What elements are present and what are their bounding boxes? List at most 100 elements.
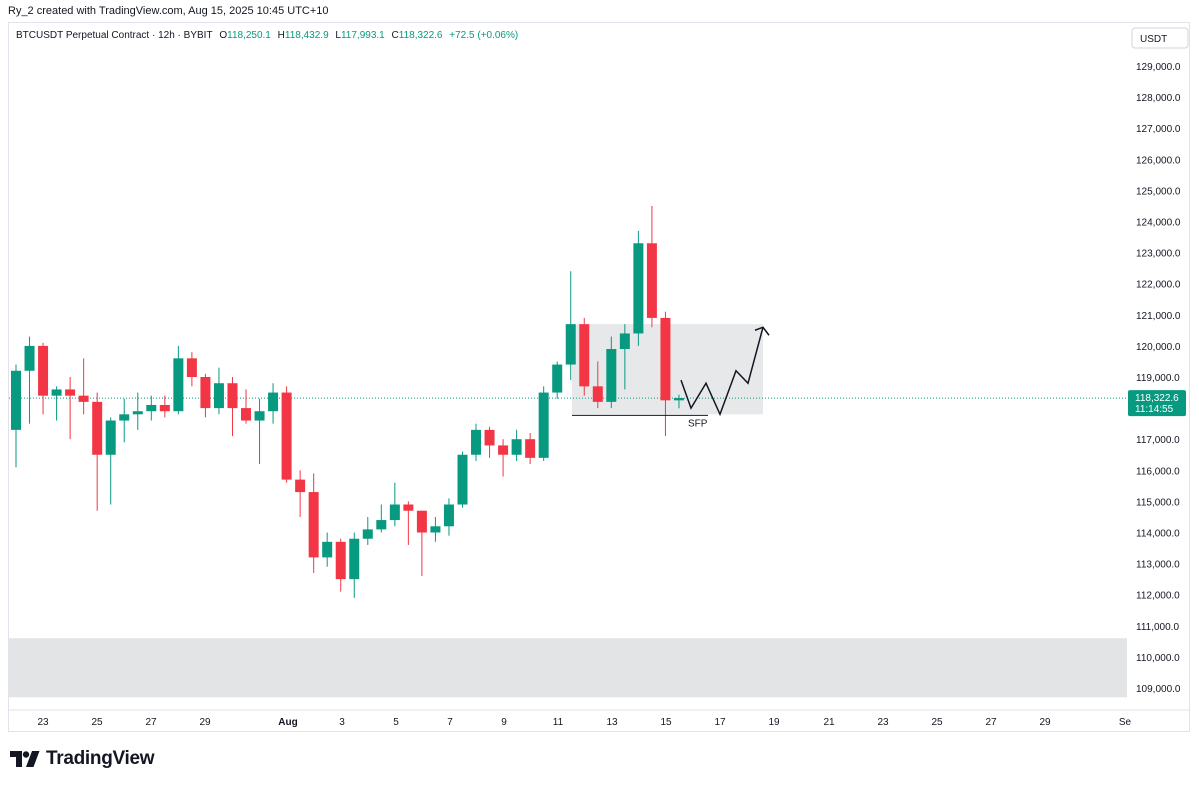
price-tick-label: 112,000.0 [1136,591,1180,602]
candle-body [471,429,482,455]
candle [471,423,482,461]
candle [159,395,170,418]
candle-body [565,324,576,365]
time-tick-label: 27 [985,717,997,728]
candle-body [592,386,603,402]
candle-body [295,479,306,493]
candle-body [78,395,89,402]
candle [322,532,333,567]
time-tick-label: 9 [501,717,507,728]
tradingview-logo-icon [10,751,40,767]
last-price-value: 118,322.6 [1135,393,1179,404]
candle [646,205,657,328]
price-tick-label: 128,000.0 [1136,93,1181,104]
price-tick-label: 113,000.0 [1136,560,1180,571]
candle-body [525,439,536,458]
candle-body [241,408,252,421]
candle [254,398,265,465]
candle-body [579,324,590,387]
candle-body [51,389,62,396]
candle [78,358,89,415]
candle [511,429,522,461]
time-tick-label: 3 [339,717,345,728]
candle [525,432,536,465]
candle [295,470,306,517]
candle-body [376,520,387,530]
candle-body [443,504,454,527]
candle [268,383,279,424]
candle [403,501,414,545]
price-tick-label: 117,000.0 [1136,435,1180,446]
candle-body [268,392,279,412]
candle [673,394,684,409]
candle-body [538,392,549,458]
candle [619,324,630,390]
time-tick-label: 7 [447,717,453,728]
time-axis: 23 25 27 29 Aug 3 5 7 9 11 13 15 17 19 21 23 25 27 29 Se [9,709,1189,728]
legend-open: 118,250.1 [227,30,271,41]
time-tick-label: 29 [1039,717,1051,728]
candle-body [119,414,130,421]
candle [457,451,468,508]
chart-frame [8,22,1190,732]
candle [606,336,617,409]
time-tick-label: 23 [877,717,889,728]
candle-body [606,349,617,402]
candle-body [322,541,333,558]
candle-body [430,526,441,533]
price-tick-label: 116,000.0 [1136,466,1180,477]
candle [281,386,292,483]
time-tick-label: 19 [768,717,780,728]
candle [660,311,671,437]
candle-body [673,398,684,401]
drawings: SFP [572,326,770,429]
candle-body [146,404,157,412]
candle-body [173,358,184,412]
candle [430,516,441,542]
candle [362,516,373,545]
candle-body [65,389,76,396]
time-tick-label: 11 [553,717,564,728]
tradingview-logo[interactable]: TradingView [10,748,155,770]
candle [552,361,563,399]
price-tick-label: 125,000.0 [1136,186,1181,197]
time-tick-label: 21 [823,717,835,728]
candle-body [619,333,630,350]
candle-body [186,358,197,377]
candle [38,342,49,415]
candle-body [92,401,103,455]
time-tick-label: Aug [278,717,297,728]
price-tick-label: 129,000.0 [1136,62,1181,73]
candle-body [308,492,319,558]
candle [51,386,62,421]
candle [173,345,184,415]
price-tick-label: 119,000.0 [1136,373,1180,384]
time-tick-label: 5 [393,717,399,728]
candle [227,377,238,437]
candle-body [633,243,644,334]
time-tick-label: 17 [714,717,726,728]
candle [389,482,400,527]
candle [65,377,76,440]
candle-body [646,243,657,318]
candle-body [200,377,211,409]
candle-body [11,370,21,430]
price-tick-label: 123,000.0 [1136,249,1181,260]
candle [443,498,454,536]
candle [579,317,590,396]
candle [498,439,509,477]
time-tick-label: Se [1119,717,1132,728]
price-tick-label: 120,000.0 [1136,342,1181,353]
candle [24,336,35,424]
candle-body [159,404,170,412]
price-axis: USDT 109,000.0 110,000.0 111,000.0 112,000.0… [1128,27,1189,695]
candle-body [511,439,522,455]
chart-zones [9,324,1127,698]
candle-body [349,538,360,580]
legend-open-label: O [219,30,228,41]
time-tick-label: 15 [660,717,672,728]
price-tick-label: 110,000.0 [1136,653,1180,664]
chart-attribution: Ry_2 created with TradingView.com, Aug 1… [8,5,329,17]
candle-body [403,504,414,511]
